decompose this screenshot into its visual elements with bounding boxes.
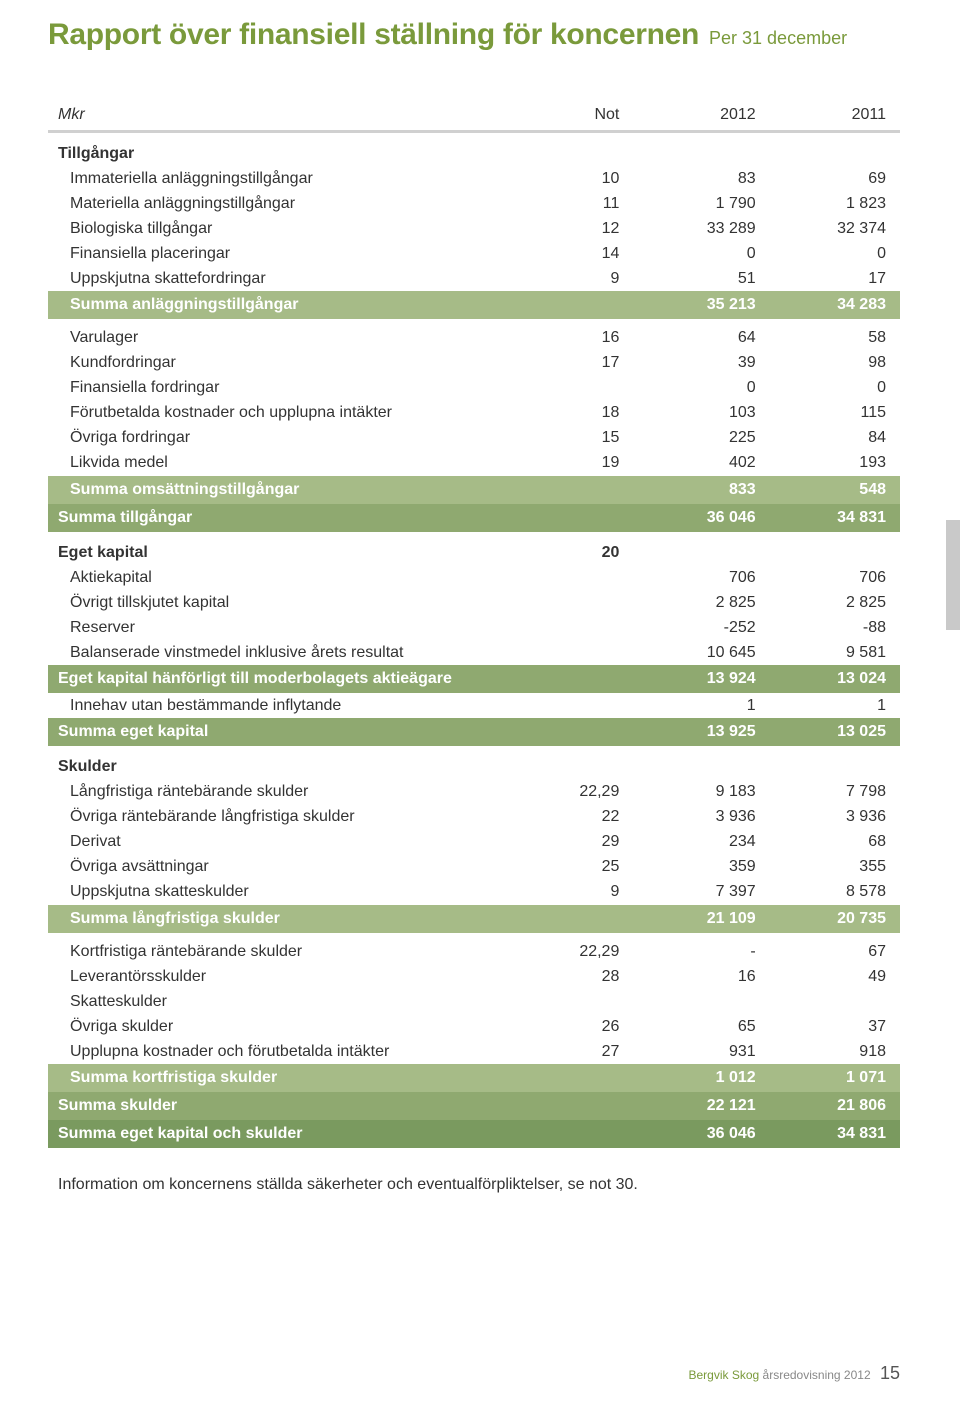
col-year-1: 2012 xyxy=(627,102,763,131)
table-row: Reserver-252-88 xyxy=(48,615,900,640)
sum-row: Summa skulder22 12121 806 xyxy=(48,1092,900,1120)
sum-row: Eget kapital hänförligt till moderbolage… xyxy=(48,665,900,693)
table-row: Övriga räntebärande långfristiga skulder… xyxy=(48,805,900,830)
table-row: Uppskjutna skattefordringar95117 xyxy=(48,266,900,291)
table-row: Övrigt tillskjutet kapital2 8252 825 xyxy=(48,590,900,615)
page-title-row: Rapport över finansiell ställning för ko… xyxy=(48,18,900,52)
table-row: Skatteskulder xyxy=(48,989,900,1014)
sum-row: Summa anläggningstillgångar35 21334 283 xyxy=(48,291,900,319)
page-title: Rapport över finansiell ställning för ko… xyxy=(48,18,699,52)
page-footer: Bergvik Skog årsredovisning 2012 15 xyxy=(689,1363,901,1384)
col-currency: Mkr xyxy=(48,102,508,131)
footer-brand: Bergvik Skog xyxy=(689,1368,760,1382)
section-label: Tillgångar xyxy=(48,131,508,166)
section-skulder: Skulder xyxy=(48,746,900,780)
footnote: Information om koncernens ställda säkerh… xyxy=(48,1176,900,1194)
sum-row: Summa eget kapital och skulder36 04634 8… xyxy=(48,1120,900,1148)
col-not: Not xyxy=(508,102,627,131)
footer-text: årsredovisning 2012 xyxy=(763,1368,871,1382)
col-year-2: 2011 xyxy=(764,102,900,131)
footer-page-number: 15 xyxy=(880,1363,900,1383)
header-row: Mkr Not 2012 2011 xyxy=(48,102,900,131)
table-row: Uppskjutna skatteskulder97 3978 578 xyxy=(48,880,900,905)
table-row: Kortfristiga räntebärande skulder22,29-6… xyxy=(48,933,900,965)
table-row: Förutbetalda kostnader och upplupna intä… xyxy=(48,401,900,426)
table-row: Likvida medel19402193 xyxy=(48,451,900,476)
table-row: Leverantörsskulder281649 xyxy=(48,964,900,989)
table-row: Finansiella fordringar00 xyxy=(48,376,900,401)
table-row: Immateriella anläggningstillgångar108369 xyxy=(48,166,900,191)
table-row: Övriga avsättningar25359355 xyxy=(48,855,900,880)
section-tillgangar: Tillgångar xyxy=(48,131,900,166)
table-row: Derivat2923468 xyxy=(48,830,900,855)
table-row: Långfristiga räntebärande skulder22,299 … xyxy=(48,780,900,805)
page-tab-marker xyxy=(946,520,960,630)
table-row: Balanserade vinstmedel inklusive årets r… xyxy=(48,640,900,665)
table-row: Upplupna kostnader och förutbetalda intä… xyxy=(48,1039,900,1064)
table-row: Innehav utan bestämmande inflytande11 xyxy=(48,693,900,718)
page-subtitle: Per 31 december xyxy=(709,28,847,49)
table-row: Varulager166458 xyxy=(48,319,900,351)
balance-sheet-table: Mkr Not 2012 2011 Tillgångar Immateriell… xyxy=(48,102,900,1148)
table-row: Kundfordringar173998 xyxy=(48,351,900,376)
table-row: Biologiska tillgångar1233 28932 374 xyxy=(48,216,900,241)
sum-row: Summa tillgångar36 04634 831 xyxy=(48,504,900,532)
section-eget-kapital: Eget kapital 20 xyxy=(48,532,900,566)
sum-row: Summa omsättningstillgångar833548 xyxy=(48,476,900,504)
table-row: Materiella anläggningstillgångar111 7901… xyxy=(48,191,900,216)
table-row: Aktiekapital706706 xyxy=(48,565,900,590)
table-row: Övriga skulder266537 xyxy=(48,1014,900,1039)
sum-row: Summa kortfristiga skulder1 0121 071 xyxy=(48,1064,900,1092)
table-row: Övriga fordringar1522584 xyxy=(48,426,900,451)
sum-row: Summa eget kapital13 92513 025 xyxy=(48,718,900,746)
table-row: Finansiella placeringar1400 xyxy=(48,241,900,266)
sum-row: Summa långfristiga skulder21 10920 735 xyxy=(48,905,900,933)
